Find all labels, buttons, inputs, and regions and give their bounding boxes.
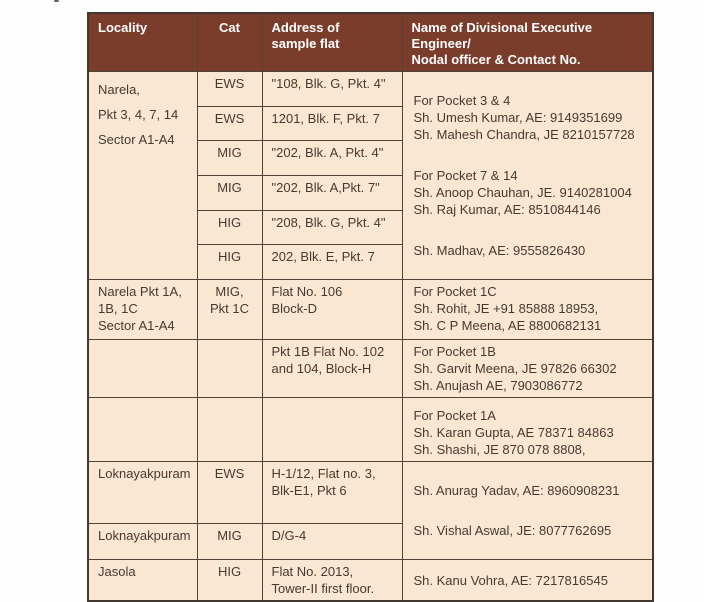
contact-cell: For Pocket 1A Sh. Karan Gupta, AE 78371 … bbox=[401, 397, 654, 462]
cat-cell: EWS bbox=[196, 461, 263, 524]
locality-cell: Loknayakpuram bbox=[87, 461, 198, 524]
contact-cell: For Pocket 1B Sh. Garvit Meena, JE 97826… bbox=[401, 339, 654, 398]
address-cell: 1201, Blk. F, Pkt. 7 bbox=[261, 105, 403, 142]
cat-cell: HIG bbox=[196, 209, 263, 246]
table-row: Narela Pkt 1A, 1B, 1C Sector A1-A4 MIG, … bbox=[87, 279, 654, 340]
cat-cell: MIG bbox=[196, 174, 263, 211]
address-cell: "108, Blk. G, Pkt. 4" bbox=[261, 71, 403, 107]
address-cell: "208, Blk. G, Pkt. 4" bbox=[261, 209, 403, 246]
table-row: Loknayakpuram EWS H-1/12, Flat no. 3, Bl… bbox=[87, 461, 654, 560]
address-cell: Flat No. 2013, Tower-II first floor. bbox=[261, 559, 403, 602]
table-row: HIG "208, Blk. G, Pkt. 4" bbox=[88, 209, 653, 246]
cat-cell: MIG bbox=[196, 522, 263, 561]
table-row: EWS 1201, Blk. F, Pkt. 7 bbox=[88, 105, 653, 142]
cat-cell bbox=[196, 339, 263, 398]
page: { "colors": { "page_bg": "#fdfdfd", "hea… bbox=[54, 0, 654, 602]
header-engineer: Name of Divisional Executive Engineer/ N… bbox=[401, 12, 654, 72]
locality-cell bbox=[87, 397, 198, 462]
contact-cell: Sh. Kanu Vohra, AE: 7217816545 bbox=[401, 559, 654, 602]
locality-cell: Narela Pkt 1A, 1B, 1C Sector A1-A4 bbox=[87, 279, 198, 340]
officers-table: Locality Cat Address of sample flat Name… bbox=[87, 12, 654, 602]
address-cell: Pkt 1B Flat No. 102 and 104, Block-H bbox=[261, 339, 403, 398]
locality-cell: Narela, Pkt 3, 4, 7, 14 Sector A1-A4 bbox=[87, 71, 198, 280]
header-address: Address of sample flat bbox=[261, 12, 403, 72]
table-row: For Pocket 1A Sh. Karan Gupta, AE 78371 … bbox=[87, 397, 654, 462]
cat-cell: MIG bbox=[196, 140, 263, 176]
table-row: MIG "202, Blk. A, Pkt. 4" bbox=[88, 140, 653, 176]
contact-cell: Sh. Anurag Yadav, AE: 8960908231 Sh. Vis… bbox=[401, 461, 654, 560]
header-row: Locality Cat Address of sample flat Name… bbox=[87, 12, 654, 72]
header-cat: Cat bbox=[196, 12, 263, 72]
cat-cell: EWS bbox=[196, 71, 263, 107]
address-cell bbox=[261, 397, 403, 462]
address-cell: "202, Blk. A,Pkt. 7" bbox=[261, 174, 403, 211]
address-cell: "202, Blk. A, Pkt. 4" bbox=[261, 140, 403, 176]
cat-cell: EWS bbox=[196, 105, 263, 142]
table-row: HIG 202, Blk. E, Pkt. 7 bbox=[88, 244, 653, 280]
table-row: MIG "202, Blk. A,Pkt. 7" bbox=[88, 174, 653, 211]
contact-group: Sh. Anurag Yadav, AE: 8960908231 bbox=[413, 483, 620, 498]
contact-group: For Pocket 3 & 4 Sh. Umesh Kumar, AE: 91… bbox=[413, 93, 635, 142]
cropped-text-artifact bbox=[54, 0, 59, 2]
cat-cell: HIG bbox=[196, 244, 263, 280]
address-cell: D/G-4 bbox=[261, 522, 403, 561]
contact-group: For Pocket 7 & 14 Sh. Anoop Chauhan, JE.… bbox=[413, 168, 632, 217]
table-row: Pkt 1B Flat No. 102 and 104, Block-H For… bbox=[87, 339, 654, 398]
cat-cell: HIG bbox=[196, 559, 263, 602]
contact-cell: For Pocket 3 & 4 Sh. Umesh Kumar, AE: 91… bbox=[401, 71, 654, 280]
contact-group: Sh. Vishal Aswal, JE: 8077762695 bbox=[413, 523, 612, 538]
locality-cell bbox=[87, 339, 198, 398]
table-row: Jasola HIG Flat No. 2013, Tower-II first… bbox=[87, 559, 654, 602]
address-cell: Flat No. 106 Block-D bbox=[261, 279, 403, 340]
locality-cell: Jasola bbox=[87, 559, 198, 602]
cat-cell: MIG, Pkt 1C bbox=[196, 279, 263, 340]
address-cell: 202, Blk. E, Pkt. 7 bbox=[261, 244, 403, 280]
address-cell: H-1/12, Flat no. 3, Blk-E1, Pkt 6 bbox=[261, 461, 403, 524]
table-row: Narela, Pkt 3, 4, 7, 14 Sector A1-A4 EWS… bbox=[87, 71, 654, 280]
contact-cell: For Pocket 1C Sh. Rohit, JE +91 85888 18… bbox=[401, 279, 654, 340]
header-locality: Locality bbox=[87, 12, 198, 72]
locality-cell: Loknayakpuram bbox=[87, 522, 198, 561]
cat-cell bbox=[196, 397, 263, 462]
contact-group: Sh. Madhav, AE: 9555826430 bbox=[413, 243, 586, 258]
